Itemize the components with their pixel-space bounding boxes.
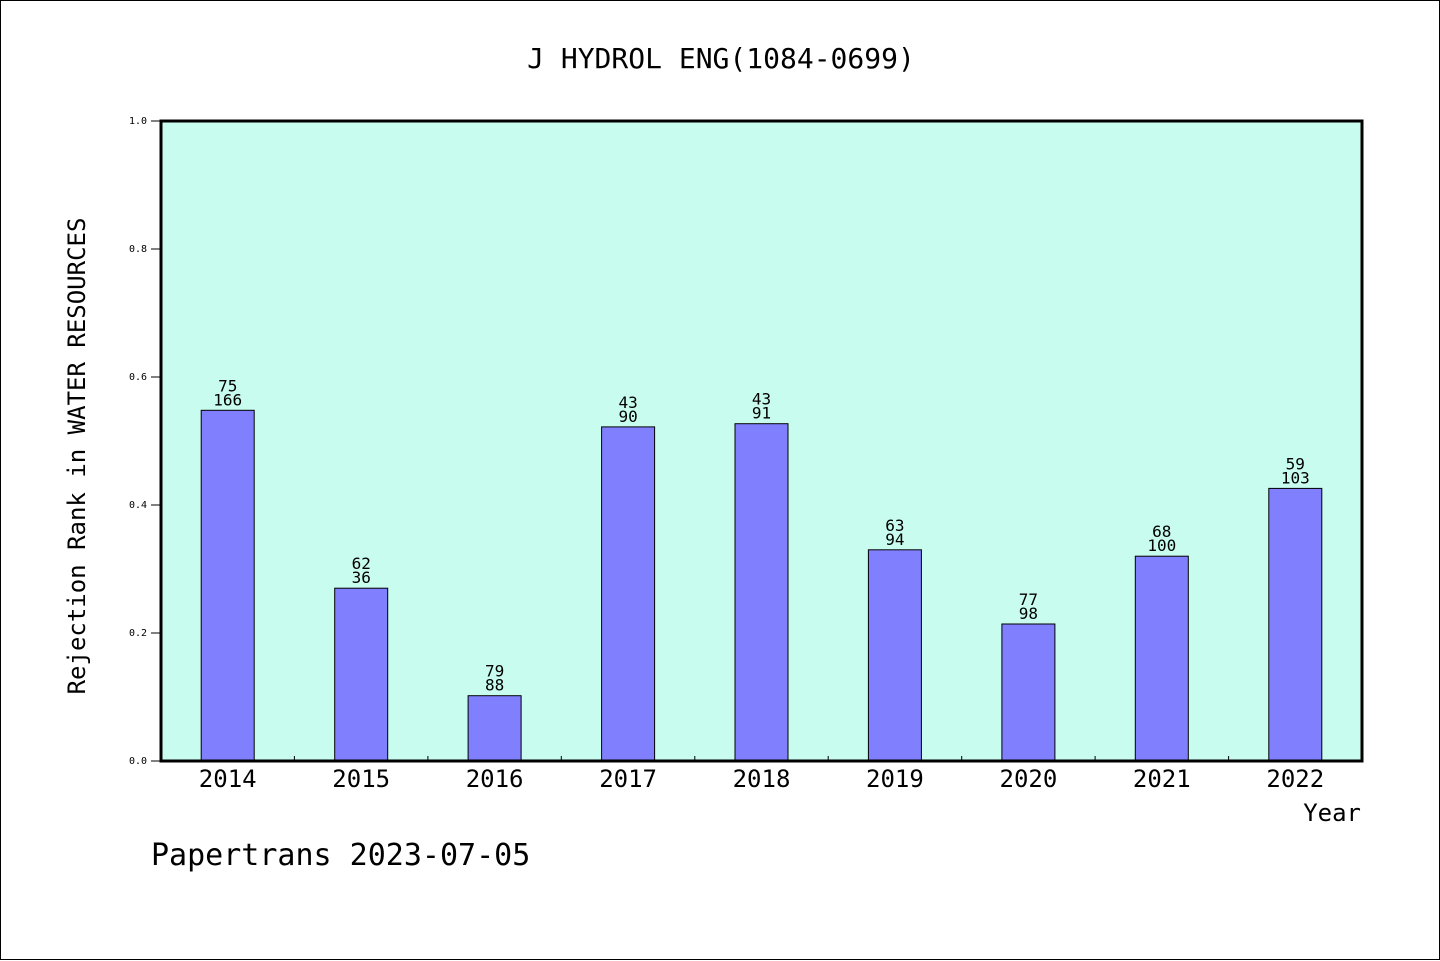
bar-label-bottom-2019: 94 [885, 530, 904, 549]
bar-label-bottom-2020: 98 [1019, 604, 1038, 623]
bar-label-top-2020: 77 [1019, 590, 1038, 609]
bar-2016 [467, 695, 522, 762]
x-tick-label-2018: 2018 [733, 765, 791, 793]
bar-label-bottom-2022: 103 [1281, 468, 1310, 487]
bar-label-top-2017: 43 [618, 393, 637, 412]
x-axis-label: Year [1303, 799, 1361, 827]
bar-label-top-2019: 63 [885, 516, 904, 535]
bar-label-bottom-2018: 91 [752, 404, 771, 423]
y-axis: 0.0 0.2 0.4 0.6 0.8 1.0 [129, 116, 161, 767]
x-tick-label-2022: 2022 [1266, 765, 1324, 793]
x-tick-label-2019: 2019 [866, 765, 924, 793]
bar-2015 [334, 587, 389, 762]
y-tick-label-1.0: 1.0 [129, 116, 147, 127]
bar-2018 [734, 423, 789, 762]
bar-2014 [200, 409, 255, 762]
bar-label-top-2021: 68 [1152, 522, 1171, 541]
footer-text: Papertrans 2023-07-05 [151, 838, 530, 873]
x-tick-label-2021: 2021 [1133, 765, 1191, 793]
bar-2017 [601, 426, 656, 762]
bar-label-bottom-2017: 90 [618, 407, 637, 426]
bar-2022 [1268, 487, 1323, 762]
y-tick-label-0.8: 0.8 [129, 244, 147, 255]
bar-label-top-2016: 79 [485, 662, 504, 681]
chart-title: J HYDROL ENG(1084-0699) [527, 42, 915, 75]
x-axis: 2014 2015 2016 2017 2018 2019 2020 2021 2022 [199, 756, 1324, 793]
bar-2019 [867, 549, 922, 762]
x-tick-label-2015: 2015 [332, 765, 390, 793]
bar-label-top-2018: 43 [752, 390, 771, 409]
bar-label-top-2014: 75 [218, 376, 237, 395]
y-tick-label-0.4: 0.4 [129, 500, 147, 511]
x-tick-label-2017: 2017 [599, 765, 657, 793]
bar-label-top-2015: 62 [352, 554, 371, 573]
y-tick-label-0.2: 0.2 [129, 628, 147, 639]
bar-label-bottom-2016: 88 [485, 676, 504, 695]
bar-2020 [1001, 623, 1056, 762]
plot-border [159, 119, 1364, 763]
y-tick-label-0.0: 0.0 [129, 756, 147, 767]
bars-layer [200, 409, 1323, 762]
y-axis-label: Rejection Rank in WATER RESOURCES [63, 218, 91, 695]
x-tick-label-2016: 2016 [466, 765, 524, 793]
y-tick-label-0.6: 0.6 [129, 372, 147, 383]
x-tick-label-2020: 2020 [1000, 765, 1058, 793]
bar-label-bottom-2014: 166 [213, 390, 242, 409]
bar-2021 [1134, 555, 1189, 762]
x-tick-label-2014: 2014 [199, 765, 257, 793]
bar-label-bottom-2015: 36 [352, 568, 371, 587]
bar-label-bottom-2021: 100 [1147, 536, 1176, 555]
bar-label-top-2022: 59 [1286, 454, 1305, 473]
